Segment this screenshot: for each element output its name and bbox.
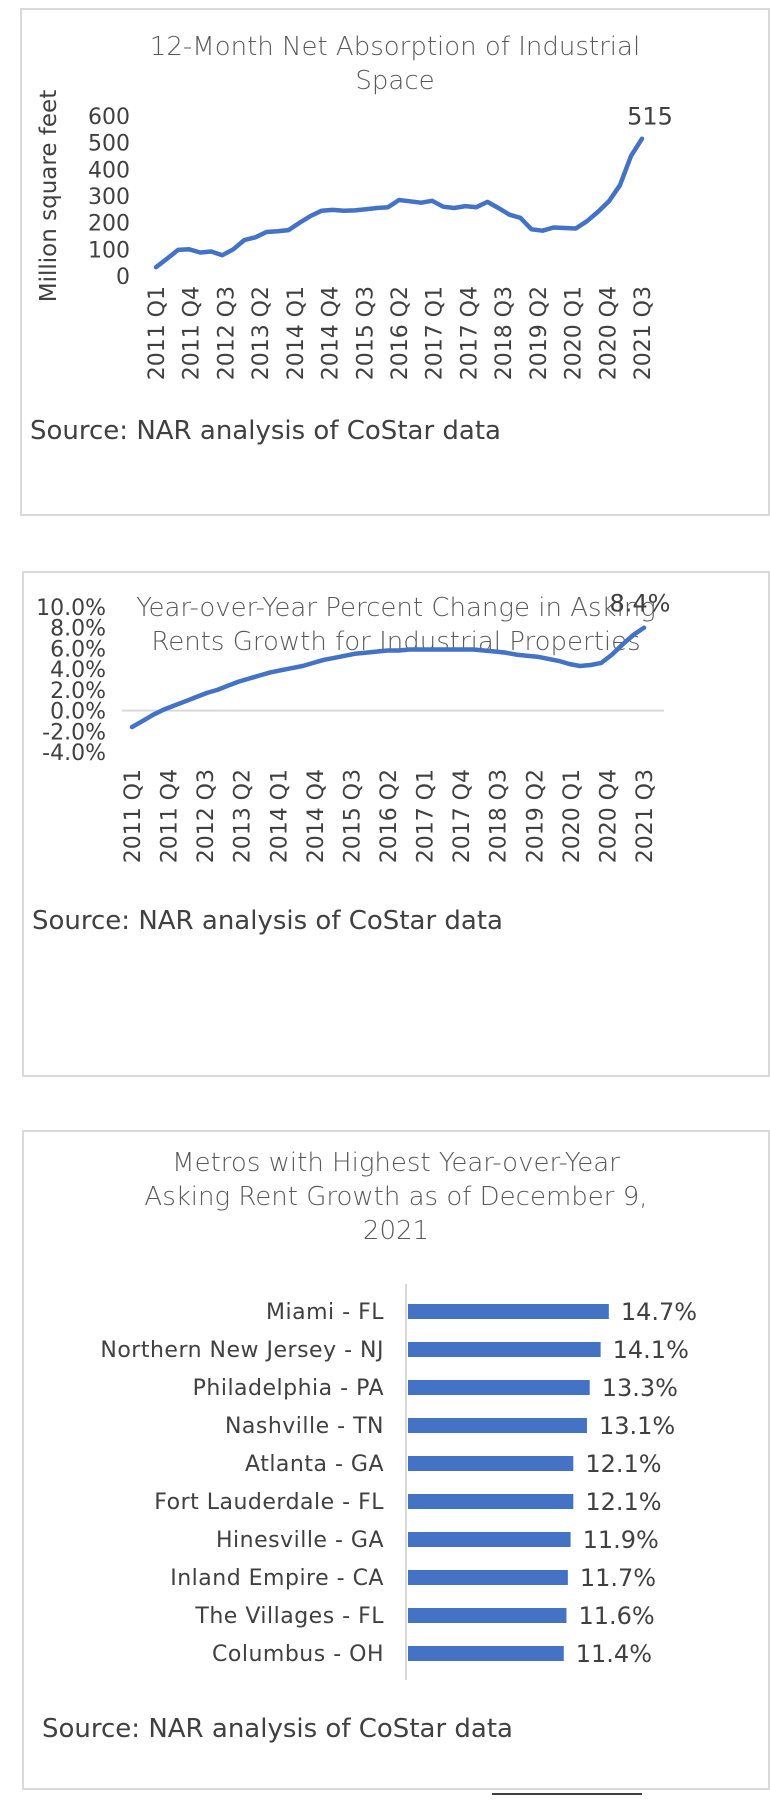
metros-category-label: The Villages - FL xyxy=(194,1604,384,1629)
rent-change-x-tick-label: 2019 Q2 xyxy=(523,769,548,863)
rent-change-x-tick-label: 2020 Q4 xyxy=(596,769,621,863)
metros-title-line2: Asking Rent Growth as of December 9, xyxy=(144,1182,648,1212)
absorption-y-tick-label: 600 xyxy=(88,105,130,130)
rent-change-y-tick-label: 4.0% xyxy=(50,658,106,683)
metros-bar xyxy=(408,1570,568,1585)
absorption-x-tick-label: 2020 Q1 xyxy=(562,286,587,380)
metros-value-label: 12.1% xyxy=(585,1488,661,1516)
metros-chart-plot: Miami - FL 14.7% Northern New Jersey - NJ 1… xyxy=(100,1284,697,1680)
rent-change-title-line1: Year-over-Year Percent Change in Asking xyxy=(136,593,656,623)
metros-category-label: Nashville - TN xyxy=(225,1414,384,1439)
metros-category-label: Northern New Jersey - NJ xyxy=(100,1338,384,1363)
absorption-x-tick-label: 2018 Q3 xyxy=(492,286,517,380)
footer-rule xyxy=(492,1793,642,1803)
rent-change-y-tick-label: 2.0% xyxy=(50,679,106,704)
absorption-x-tick-label: 2017 Q1 xyxy=(423,286,448,380)
absorption-title-line1: 12-Month Net Absorption of Industrial xyxy=(149,32,641,62)
absorption-source-note: Source: NAR analysis of CoStar data xyxy=(30,416,501,446)
absorption-y-tick-label: 200 xyxy=(88,212,130,237)
rent-change-x-tick-label: 2020 Q1 xyxy=(560,769,585,863)
rent-change-x-tick-label: 2011 Q1 xyxy=(121,769,146,863)
rent-change-series-line xyxy=(129,625,647,730)
metros-value-label: 14.7% xyxy=(621,1298,697,1326)
rent-change-x-tick-label: 2013 Q2 xyxy=(231,769,256,863)
metros-value-label: 13.3% xyxy=(602,1374,678,1402)
rent-change-data-label: 8.4% xyxy=(610,590,671,618)
metros-bar xyxy=(408,1494,574,1509)
rent-change-x-tick-label: 2018 Q3 xyxy=(487,769,512,863)
rent-change-chart-title: Year-over-Year Percent Change in Asking … xyxy=(24,591,768,659)
rent-change-y-tick-label: 6.0% xyxy=(50,637,106,662)
rent-change-x-tick-label: 2012 Q3 xyxy=(194,769,219,863)
rent-change-x-tick-label: 2016 Q2 xyxy=(377,769,402,863)
rent-change-y-tick-label: 0.0% xyxy=(50,700,106,725)
absorption-title-line2: Space xyxy=(355,66,435,96)
absorption-y-tick-label: 0 xyxy=(116,265,130,290)
metros-value-label: 11.4% xyxy=(576,1640,652,1668)
rent-change-chart-panel: Year-over-Year Percent Change in Asking … xyxy=(22,571,770,1077)
rent-change-x-tick-label: 2017 Q4 xyxy=(450,769,475,863)
absorption-y-tick-label: 100 xyxy=(88,238,130,263)
metros-bar xyxy=(408,1380,590,1395)
rent-change-y-tick-label: -4.0% xyxy=(42,741,106,766)
metros-value-label: 11.6% xyxy=(578,1602,654,1630)
absorption-chart-panel: 12-Month Net Absorption of Industrial Sp… xyxy=(20,8,770,516)
metros-chart-title: Metros with Highest Year-over-Year Askin… xyxy=(24,1146,768,1248)
rent-change-x-tick-label: 2021 Q3 xyxy=(633,769,658,863)
absorption-x-tick-label: 2021 Q3 xyxy=(631,286,656,380)
absorption-x-tick-label: 2016 Q2 xyxy=(388,286,413,380)
metros-value-label: 14.1% xyxy=(613,1336,689,1364)
metros-title-line3: 2021 xyxy=(362,1216,430,1246)
absorption-x-tick-label: 2014 Q1 xyxy=(284,286,309,380)
metros-bar xyxy=(408,1342,601,1357)
metros-value-label: 11.9% xyxy=(583,1526,659,1554)
metros-bar xyxy=(408,1608,567,1623)
metros-value-label: 11.7% xyxy=(580,1564,656,1592)
absorption-x-tick-label: 2020 Q4 xyxy=(596,286,621,380)
rent-change-y-tick-label: 8.0% xyxy=(50,617,106,642)
absorption-x-tick-label: 2011 Q1 xyxy=(145,286,170,380)
metros-category-label: Fort Lauderdale - FL xyxy=(154,1490,384,1515)
absorption-x-tick-label: 2013 Q2 xyxy=(249,286,274,380)
metros-source-note: Source: NAR analysis of CoStar data xyxy=(42,1714,513,1744)
metros-bar xyxy=(408,1456,574,1471)
absorption-y-tick-label: 300 xyxy=(88,185,130,210)
metros-bar xyxy=(408,1304,609,1319)
absorption-x-tick-label: 2011 Q4 xyxy=(180,286,205,380)
metros-chart-panel: Metros with Highest Year-over-Year Askin… xyxy=(22,1130,770,1790)
metros-category-label: Hinesville - GA xyxy=(216,1528,384,1553)
absorption-x-tick-label: 2014 Q4 xyxy=(319,286,344,380)
absorption-y-tick-label: 500 xyxy=(88,132,130,157)
metros-title-line1: Metros with Highest Year-over-Year xyxy=(172,1148,620,1178)
absorption-x-tick-label: 2015 Q3 xyxy=(353,286,378,380)
absorption-chart-title: 12-Month Net Absorption of Industrial Sp… xyxy=(22,30,768,98)
metros-category-label: Atlanta - GA xyxy=(245,1452,384,1477)
metros-bar xyxy=(408,1532,571,1547)
metros-value-label: 13.1% xyxy=(599,1412,675,1440)
rent-change-x-tick-label: 2015 Q3 xyxy=(340,769,365,863)
metros-bar xyxy=(408,1418,587,1433)
metros-category-label: Columbus - OH xyxy=(212,1642,384,1667)
rent-change-x-tick-label: 2017 Q1 xyxy=(414,769,439,863)
absorption-x-tick-label: 2017 Q4 xyxy=(457,286,482,380)
absorption-y-axis-label: Million square feet xyxy=(36,90,62,302)
rent-change-x-tick-label: 2014 Q4 xyxy=(304,769,329,863)
rent-change-source-note: Source: NAR analysis of CoStar data xyxy=(32,906,503,936)
rent-change-y-tick-label: -2.0% xyxy=(42,720,106,745)
rent-change-y-tick-label: 10.0% xyxy=(36,596,106,621)
metros-category-label: Philadelphia - PA xyxy=(193,1376,384,1401)
rent-change-x-tick-label: 2014 Q1 xyxy=(267,769,292,863)
absorption-x-tick-label: 2019 Q2 xyxy=(527,286,552,380)
rent-change-x-tick-label: 2011 Q4 xyxy=(158,769,183,863)
metros-value-label: 12.1% xyxy=(585,1450,661,1478)
metros-category-label: Inland Empire - CA xyxy=(170,1566,384,1591)
rent-change-chart-plot: 10.0%8.0%6.0%4.0%2.0%0.0%-2.0%-4.0% 2011 … xyxy=(36,590,671,864)
metros-category-label: Miami - FL xyxy=(266,1300,384,1325)
absorption-data-label: 515 xyxy=(627,103,673,131)
absorption-x-tick-label: 2012 Q3 xyxy=(214,286,239,380)
metros-bar xyxy=(408,1646,564,1661)
absorption-y-tick-label: 400 xyxy=(88,158,130,183)
absorption-series-line xyxy=(153,136,645,270)
